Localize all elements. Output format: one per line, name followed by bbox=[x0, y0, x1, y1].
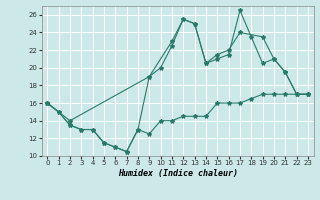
X-axis label: Humidex (Indice chaleur): Humidex (Indice chaleur) bbox=[118, 169, 237, 178]
